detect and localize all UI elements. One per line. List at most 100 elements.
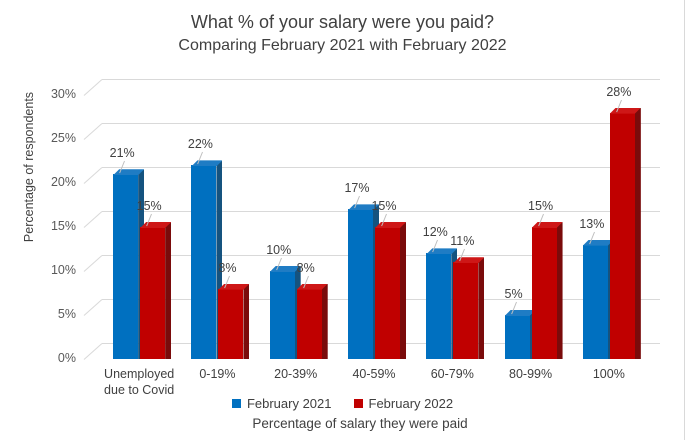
bar-top-face — [297, 284, 328, 290]
bar-front-face — [218, 288, 244, 359]
y-axis-tick-label: 20% — [50, 175, 76, 189]
legend-swatch-icon — [353, 399, 363, 408]
x-axis-title: Percentage of salary they were paid — [252, 416, 468, 431]
gridline-slant — [83, 211, 103, 228]
bar-february-2021 — [426, 248, 458, 359]
bar-front-face — [296, 288, 322, 359]
x-axis-tick-line: 20-39% — [274, 367, 318, 381]
bar-front-face — [348, 209, 373, 359]
y-axis-tick-label: 5% — [57, 307, 76, 321]
gridline-slant — [83, 255, 103, 272]
data-label: 8% — [218, 260, 237, 275]
data-label: 28% — [606, 84, 632, 99]
data-label: 13% — [579, 216, 605, 231]
bar-front-face — [453, 262, 479, 359]
data-label: 11% — [450, 234, 475, 249]
x-axis-tick-label: 0-19% — [166, 366, 268, 382]
data-label: 21% — [109, 146, 135, 161]
bar-february-2022 — [140, 222, 172, 359]
bar-top-face — [610, 108, 641, 114]
gridline — [102, 123, 660, 124]
y-axis-tick-label: 10% — [50, 263, 76, 277]
legend-label: February 2021 — [246, 396, 332, 411]
chart-legend: February 2021 February 2022 — [0, 396, 685, 411]
bar-top-face — [348, 204, 379, 210]
x-axis-tick-line: 100% — [592, 367, 625, 381]
bar-february-2022 — [453, 257, 485, 359]
x-axis-tick-label: 20-39% — [245, 366, 347, 382]
x-axis-tick-line: 60-79% — [430, 367, 474, 381]
bar-front-face — [113, 174, 139, 359]
data-label: 10% — [266, 243, 292, 257]
bar-top-face — [140, 222, 171, 228]
bar-february-2021 — [191, 160, 223, 359]
bar-side-face — [400, 222, 406, 359]
x-axis-tick-label: 80-99% — [480, 366, 582, 382]
data-label: 17% — [344, 181, 370, 196]
bar-february-2022 — [531, 222, 563, 359]
data-label: 15% — [371, 199, 397, 213]
bar-side-face — [478, 257, 485, 359]
legend-item[interactable]: February 2021 — [231, 396, 332, 411]
legend-item[interactable]: February 2022 — [353, 396, 453, 411]
data-label: 15% — [528, 199, 554, 213]
bar-top-face — [218, 284, 249, 290]
bar-february-2021 — [269, 266, 301, 359]
y-axis-tick-label: 25% — [50, 131, 76, 145]
bar-february-2022 — [218, 283, 250, 359]
x-axis-tick-line: due to Covid — [104, 383, 175, 397]
bar-february-2021 — [504, 310, 536, 359]
bar-front-face — [191, 165, 217, 359]
bar-front-face — [531, 227, 557, 359]
data-label: 12% — [422, 225, 448, 240]
bar-top-face — [375, 222, 406, 228]
gridline-slant — [83, 79, 103, 96]
x-axis-tick-label: 40-59% — [323, 366, 425, 382]
bar-side-face — [216, 160, 223, 359]
data-label: 5% — [504, 287, 523, 301]
gridline-slant — [83, 343, 103, 360]
x-axis-tick-line: 0-19% — [199, 367, 236, 381]
y-axis-tick-label: 30% — [50, 87, 76, 101]
x-axis-tick-label: 100% — [558, 366, 660, 382]
data-label: 8% — [296, 260, 315, 275]
bar-top-face — [426, 248, 457, 254]
bar-top-face — [270, 266, 301, 272]
x-axis-tick-line: 40-59% — [352, 367, 396, 381]
bar-top-face — [191, 160, 222, 166]
bar-front-face — [140, 227, 166, 359]
gridline — [102, 211, 660, 212]
bar-february-2021 — [582, 239, 614, 359]
y-axis-tick-label: 15% — [50, 219, 76, 233]
legend-swatch-icon — [231, 399, 241, 408]
gridline-slant — [83, 123, 103, 140]
x-axis-tick-line: Unemployed — [104, 367, 175, 381]
chart-title: What % of your salary were you paid? — [190, 12, 495, 32]
bar-february-2022 — [296, 283, 328, 359]
bar-front-face — [375, 227, 400, 359]
bar-top-face — [453, 257, 484, 263]
bar-side-face — [243, 283, 250, 359]
bar-side-face — [321, 283, 328, 359]
bar-february-2022 — [609, 107, 641, 359]
bar-front-face — [504, 315, 530, 359]
gridline-slant — [83, 299, 103, 316]
chart-subtitle: Comparing February 2021 with February 20… — [178, 37, 507, 54]
bar-front-face — [609, 112, 635, 359]
gridline-slant — [83, 167, 103, 184]
bar-front-face — [269, 271, 295, 359]
bar-top-face — [583, 240, 614, 246]
bar-front-face — [582, 244, 608, 359]
bar-side-face — [634, 107, 641, 359]
data-label: 15% — [136, 199, 162, 213]
x-axis-tick-label: 60-79% — [401, 366, 503, 382]
bar-side-face — [165, 222, 172, 359]
gridline — [102, 167, 660, 168]
y-axis-tick-label: 0% — [57, 351, 76, 365]
bar-front-face — [426, 253, 452, 359]
bar-side-face — [556, 222, 563, 359]
x-axis-tick-line: 80-99% — [509, 367, 553, 381]
gridline — [102, 79, 660, 80]
